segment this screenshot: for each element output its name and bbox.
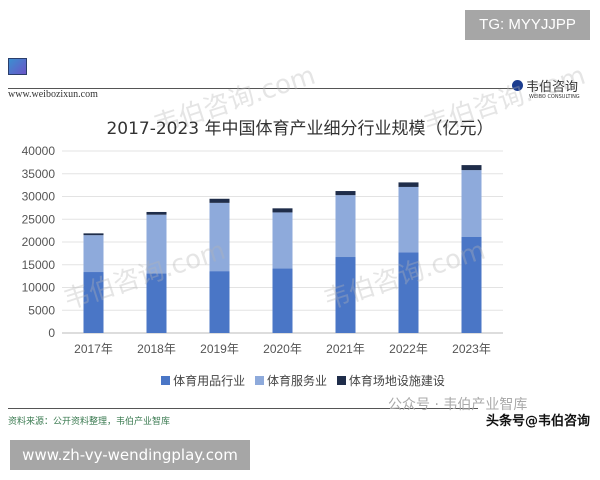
legend-swatch-services	[254, 376, 264, 385]
bar-segment	[83, 235, 104, 273]
bar-segment	[461, 170, 482, 237]
legend-label: 体育服务业	[266, 374, 327, 388]
bar-segment	[146, 211, 167, 215]
bar-segment	[335, 195, 356, 258]
bar-segment	[146, 273, 167, 333]
y-tick-label: 5000	[28, 303, 55, 317]
x-tick-label: 2020年	[263, 342, 302, 356]
y-tick-label: 30000	[22, 190, 56, 204]
logo-hexagon-icon	[512, 80, 523, 91]
wechat-watermark: 公众号 · 韦伯产业智库	[388, 397, 528, 413]
footer-divider	[8, 408, 478, 409]
bar-segment	[209, 271, 230, 333]
legend-swatch-facility	[336, 376, 346, 385]
y-tick-label: 40000	[22, 144, 56, 158]
x-tick-label: 2021年	[326, 342, 365, 356]
legend-label: 体育场地设施建设	[348, 374, 445, 388]
bar-segment	[83, 233, 104, 236]
bar-segment	[398, 182, 419, 187]
url-overlay-label: www.zh-vy-wendingplay.com	[10, 440, 250, 470]
bar-segment	[272, 212, 293, 269]
bar-segment	[398, 186, 419, 253]
bar-segment	[335, 191, 356, 196]
legend: 体育用品行业 体育服务业 体育场地设施建设	[0, 372, 600, 389]
square-logo-icon	[8, 58, 27, 75]
toutiao-watermark: 头条号@韦伯咨询	[486, 414, 591, 429]
x-tick-label: 2019年	[200, 342, 239, 356]
bar-segment	[335, 257, 356, 333]
y-tick-label: 0	[48, 326, 55, 340]
bar-segment	[83, 272, 104, 333]
bar-segment	[272, 268, 293, 333]
y-tick-label: 20000	[22, 235, 56, 249]
legend-swatch-goods	[161, 376, 171, 385]
y-tick-label: 15000	[22, 258, 56, 272]
bar-segment	[461, 236, 482, 333]
y-tick-label: 25000	[22, 212, 56, 226]
bar-segment	[272, 208, 293, 213]
source-note: 资料来源：公开资料整理，韦伯产业智库	[8, 417, 171, 427]
x-tick-label: 2017年	[74, 342, 113, 356]
chart-title: 2017-2023 年中国体育产业细分行业规模（亿元）	[106, 119, 494, 139]
x-tick-label: 2022年	[389, 342, 428, 356]
y-tick-label: 35000	[22, 167, 56, 181]
logo-en-text: WEIBO CONSULTING	[529, 94, 580, 100]
website-text: www.weibozixun.com	[8, 89, 98, 100]
bar-segment	[209, 198, 230, 203]
legend-label: 体育用品行业	[173, 374, 246, 388]
logo-cn-text: 韦伯咨询	[526, 80, 579, 95]
bar-segment	[209, 202, 230, 272]
header-divider	[8, 88, 513, 89]
bar-segment	[461, 165, 482, 171]
bar-segment	[146, 214, 167, 274]
x-tick-label: 2023年	[452, 342, 491, 356]
x-tick-label: 2018年	[137, 342, 176, 356]
bar-segment	[398, 252, 419, 333]
tg-overlay-label: TG: MYYJJPP	[465, 10, 590, 40]
y-tick-label: 10000	[22, 281, 56, 295]
